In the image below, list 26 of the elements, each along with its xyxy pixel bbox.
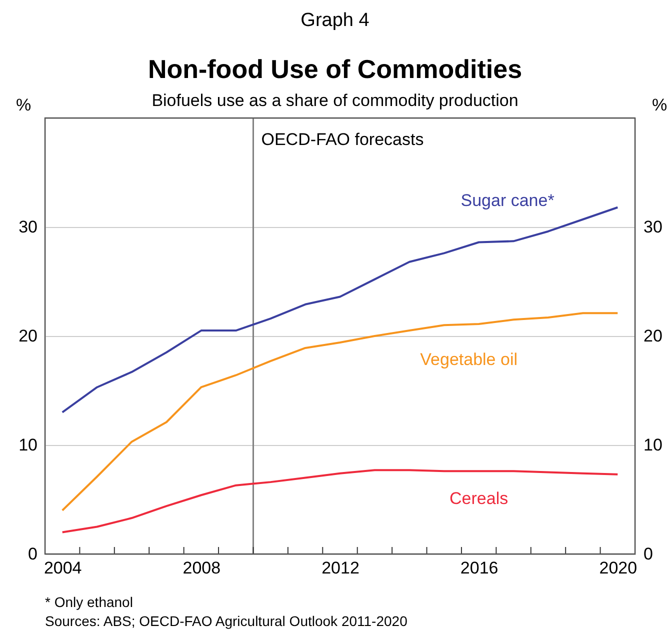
line-series xyxy=(61,469,619,534)
series-label: Cereals xyxy=(450,489,508,508)
y-axis-title: % xyxy=(16,96,32,114)
x-tick-label: 2004 xyxy=(44,558,82,578)
chart-subtitle: Biofuels use as a share of commodity production xyxy=(152,91,518,110)
text: * Only ethanol xyxy=(45,594,133,610)
ref-line-label: OECD-FAO forecasts xyxy=(261,130,424,149)
y2-tick-label: 10 xyxy=(644,436,662,454)
y2-tick-label: 30 xyxy=(644,218,662,236)
y2-axis-title: % xyxy=(652,96,668,114)
series-label: Sugar cane* xyxy=(460,191,555,210)
x-tick-label: 2008 xyxy=(182,558,221,578)
series-label: Vegetable oil xyxy=(420,350,518,370)
y-tick-label: 0 xyxy=(28,544,38,564)
y2-tick-label: 0 xyxy=(644,544,653,564)
line-series xyxy=(61,312,619,512)
source-note: Sources: ABS; OECD-FAO Agricultural Outlook 2011-2020 xyxy=(45,613,408,629)
x-tick-label: 2012 xyxy=(322,558,360,578)
y2-tick-label: 20 xyxy=(644,326,662,346)
y-tick-label: 30 xyxy=(18,218,38,236)
x-tick-label: 2016 xyxy=(460,558,498,578)
y-tick-label: 10 xyxy=(18,436,38,454)
x-tick-label: 2020 xyxy=(599,558,638,578)
chart-title: Non-food Use of Commodities xyxy=(148,54,522,84)
y-tick-label: 20 xyxy=(18,326,38,346)
caption: Graph 4 xyxy=(300,10,370,31)
